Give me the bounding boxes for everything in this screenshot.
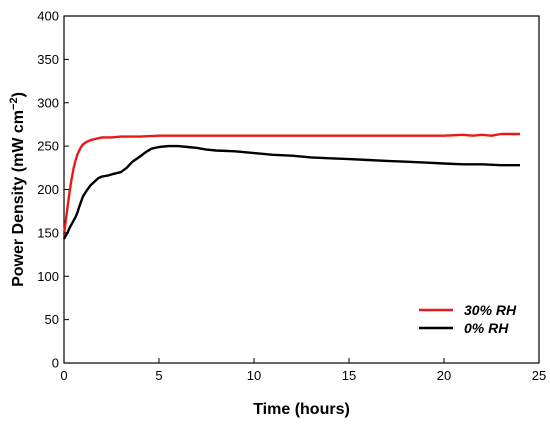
y-tick-label: 300: [37, 95, 59, 110]
y-axis-title-superscript: −2: [8, 97, 20, 110]
legend-label-0: 30% RH: [464, 302, 517, 318]
series-line-0: [62, 132, 520, 235]
x-tick-label: 20: [437, 368, 451, 383]
y-tick-label: 150: [37, 225, 59, 240]
y-axis-title-main: Power Density (mW cm: [10, 110, 27, 287]
x-tick-label: 15: [342, 368, 356, 383]
plot-area: 0 5 10 15 20 25 0 50 100 150 200 250 300 350 400 30% …: [37, 9, 546, 384]
y-tick-label: 400: [37, 9, 59, 24]
x-tick-label: 5: [155, 368, 162, 383]
legend-label-1: 0% RH: [464, 320, 509, 336]
series-line-1: [62, 144, 520, 240]
y-tick-label: 0: [52, 356, 59, 371]
y-axis-title-close: ): [10, 92, 27, 97]
x-tick-label: 10: [247, 368, 261, 383]
y-tick-label: 350: [37, 52, 59, 67]
y-tick-label: 100: [37, 269, 59, 284]
y-axis-title: Power Density (mW cm−2): [8, 92, 27, 287]
y-tick-label: 200: [37, 182, 59, 197]
x-axis-ticks: 0 5 10 15 20 25: [60, 358, 546, 383]
y-axis-ticks: 0 50 100 150 200 250 300 350 400: [37, 9, 69, 371]
series-layer: [62, 132, 520, 240]
x-tick-label: 0: [60, 368, 67, 383]
y-tick-label: 250: [37, 139, 59, 154]
x-axis-title: Time (hours): [253, 401, 350, 418]
legend: 30% RH 0% RH: [419, 302, 517, 336]
y-tick-label: 50: [45, 312, 59, 327]
x-tick-label: 25: [532, 368, 546, 383]
